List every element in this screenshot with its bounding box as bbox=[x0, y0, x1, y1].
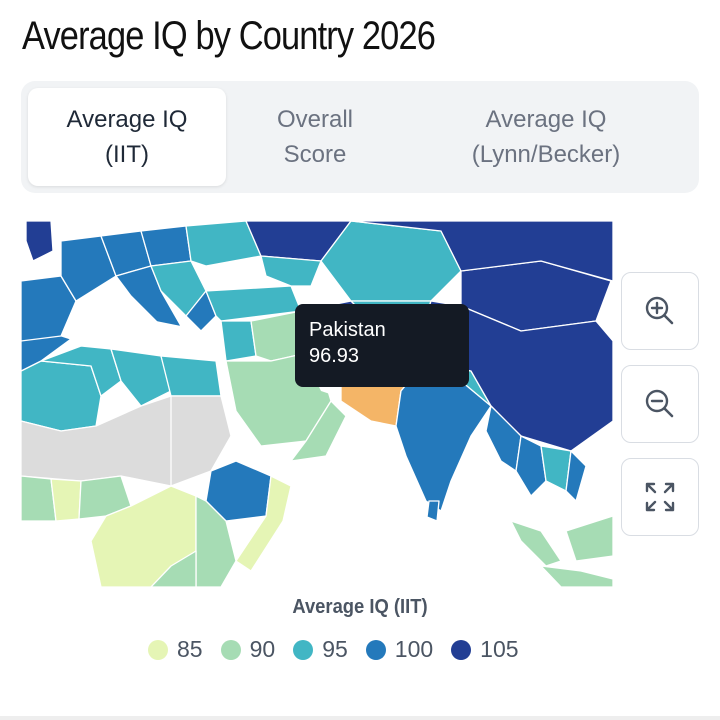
region-yemen-oman bbox=[290, 400, 347, 462]
legend: 85 90 95 100 105 bbox=[148, 636, 537, 663]
region-ghana bbox=[50, 478, 82, 522]
region-south-east-africa bbox=[150, 550, 197, 587]
legend-item: 90 bbox=[220, 636, 276, 663]
region-libya bbox=[110, 348, 172, 407]
zoom-in-icon bbox=[645, 296, 674, 325]
legend-swatch bbox=[293, 639, 314, 660]
legend-item: 95 bbox=[293, 636, 348, 663]
region-russia-east bbox=[350, 221, 613, 282]
region-ukraine bbox=[185, 221, 262, 267]
region-thailand bbox=[515, 435, 547, 497]
tab-average-iq-lynn-becker[interactable]: Average IQ (Lynn/Becker) bbox=[471, 106, 621, 168]
legend-label: 85 bbox=[177, 636, 203, 662]
legend-item: 85 bbox=[148, 636, 203, 663]
tab-overall-score[interactable]: Overall Score bbox=[276, 106, 354, 168]
tooltip-country: Pakistan bbox=[309, 319, 386, 341]
region-levant bbox=[220, 320, 257, 362]
legend-label: 95 bbox=[322, 636, 348, 662]
legend-item: 100 bbox=[365, 636, 434, 663]
region-vietnam bbox=[565, 450, 587, 502]
legend-swatch bbox=[365, 639, 386, 660]
fullscreen-icon bbox=[645, 482, 675, 512]
region-indonesia bbox=[540, 565, 613, 587]
region-west-africa-coast bbox=[21, 475, 57, 522]
region-turkey bbox=[205, 285, 302, 322]
legend-swatch bbox=[220, 639, 241, 660]
legend-label: 100 bbox=[394, 636, 434, 662]
region-egypt bbox=[160, 355, 222, 397]
map-svg[interactable] bbox=[21, 221, 613, 587]
mediterranean-sea bbox=[61, 316, 216, 356]
black-sea bbox=[211, 271, 266, 289]
region-france bbox=[60, 235, 117, 302]
tooltip-value: 96.93 bbox=[309, 345, 360, 367]
map-tooltip: Pakistan 96.93 bbox=[295, 304, 469, 387]
legend-item: 105 bbox=[451, 636, 519, 663]
zoom-out-button[interactable] bbox=[621, 365, 699, 443]
region-myanmar bbox=[485, 405, 522, 472]
region-sudan bbox=[170, 395, 232, 487]
region-uk bbox=[25, 221, 54, 262]
legend-label: 90 bbox=[249, 636, 276, 662]
legend-label: 105 bbox=[480, 636, 519, 662]
region-caucasus bbox=[260, 255, 322, 287]
fullscreen-button[interactable] bbox=[621, 458, 699, 536]
region-sri-lanka bbox=[426, 500, 440, 522]
legend-swatch bbox=[148, 639, 168, 660]
zoom-in-button[interactable] bbox=[621, 272, 699, 350]
legend-swatch bbox=[451, 639, 472, 660]
tab-average-iq-iit[interactable]: Average IQ (IIT) bbox=[28, 88, 226, 186]
region-west-africa-north bbox=[21, 360, 102, 432]
page-title: Average IQ by Country 2026 bbox=[22, 14, 436, 58]
bottom-divider bbox=[0, 716, 720, 720]
tab-bar: Average IQ (IIT) Overall Score Average I… bbox=[21, 81, 699, 193]
region-iberia bbox=[21, 275, 77, 342]
region-kazakhstan bbox=[320, 221, 462, 302]
zoom-out-icon bbox=[645, 389, 674, 418]
choropleth-map[interactable] bbox=[21, 221, 613, 587]
red-sea bbox=[221, 396, 261, 449]
region-malaysia bbox=[510, 520, 562, 567]
region-borneo bbox=[565, 515, 613, 562]
legend-title: Average IQ (IIT) bbox=[292, 596, 428, 618]
